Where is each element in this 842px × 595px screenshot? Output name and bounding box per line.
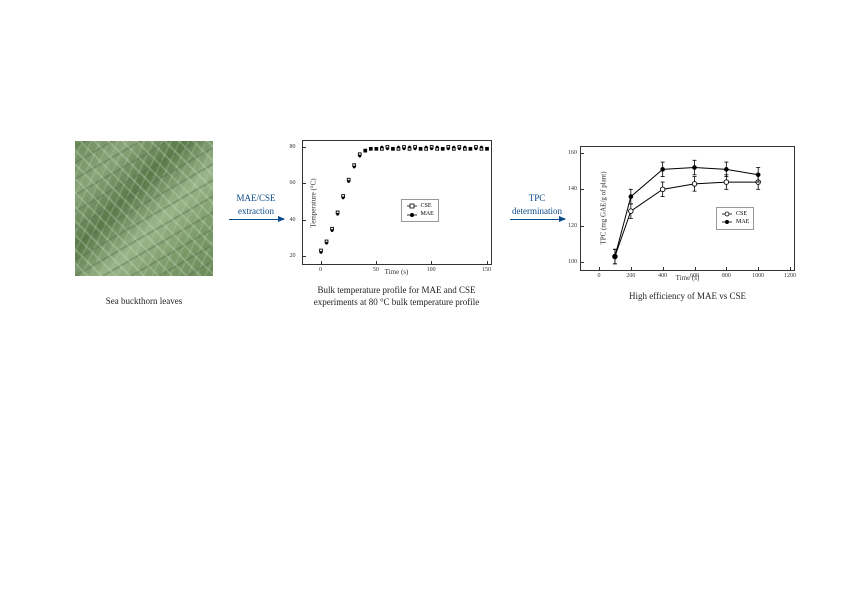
caption-temperature: Bulk temperature profile for MAE and CSE…: [299, 285, 494, 308]
panel-temperature: Temperature (°C) Time (s) 20406080050100…: [299, 140, 494, 308]
arrow-extraction: MAE/CSE extraction: [221, 193, 291, 220]
arrow2-label1: TPC: [529, 193, 546, 204]
chart1-xlabel: Time (s): [385, 268, 409, 276]
arrow1-label1: MAE/CSE: [236, 193, 275, 204]
leaf-photo: [75, 141, 213, 276]
tpc-chart: TPC (mg GAE/g of plant) Time (s) 1001201…: [580, 146, 795, 271]
chart-legend: CSEMAE: [401, 199, 439, 222]
chart-legend: CSEMAE: [716, 207, 754, 230]
figure-container: Sea buckthorn leaves MAE/CSE extraction …: [75, 140, 795, 308]
arrow-line-icon: [229, 219, 284, 220]
arrow-tpc: TPC determination: [502, 193, 572, 220]
caption-tpc: High efficiency of MAE vs CSE: [629, 291, 746, 303]
arrow1-label2: extraction: [238, 206, 274, 217]
panel-leaves: Sea buckthorn leaves: [75, 141, 213, 308]
arrow-line-icon: [510, 219, 565, 220]
panel-tpc: TPC (mg GAE/g of plant) Time (s) 1001201…: [580, 146, 795, 303]
caption-leaves: Sea buckthorn leaves: [106, 296, 182, 308]
temperature-chart: Temperature (°C) Time (s) 20406080050100…: [302, 140, 492, 265]
arrow2-label2: determination: [512, 206, 562, 217]
